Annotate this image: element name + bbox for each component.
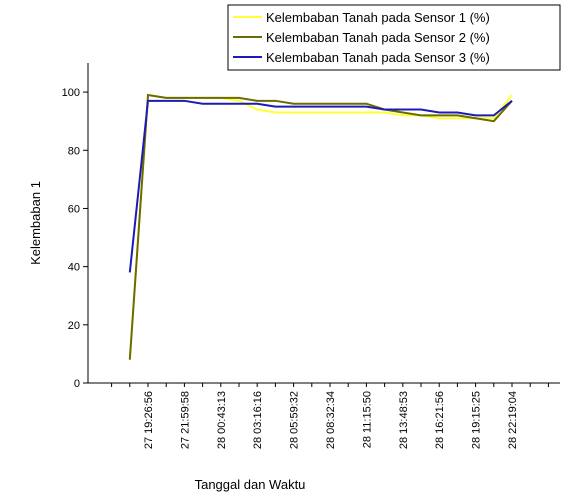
x-tick-label: 28 16:21:56 (434, 391, 446, 449)
x-tick-label: 28 19:15:25 (471, 391, 483, 449)
x-tick-label: 27 21:59:58 (179, 391, 191, 449)
y-axis-label: Kelembaban 1 (28, 181, 43, 265)
legend-box (227, 4, 561, 71)
x-tick-label: 28 08:32:34 (325, 391, 337, 449)
x-tick-label: 28 00:43:13 (216, 391, 228, 449)
series-line (128, 99, 513, 273)
y-tick-label: 100 (62, 87, 80, 99)
y-tick-label: 80 (68, 145, 80, 157)
y-tick-label: 0 (74, 378, 80, 390)
x-tick-label: 28 13:48:53 (398, 391, 410, 449)
series-line (128, 93, 513, 360)
series-line (128, 93, 513, 360)
x-tick-label: 28 11:15:50 (361, 391, 373, 448)
x-tick-label: 27 19:26:56 (143, 391, 155, 449)
legend-label: Kelembaban Tanah pada Sensor 1 (%) (266, 10, 490, 25)
x-tick-label: 28 22:19:04 (507, 391, 519, 449)
legend-label: Kelembaban Tanah pada Sensor 2 (%) (266, 30, 490, 45)
y-tick-label: 60 (68, 203, 80, 215)
x-tick-label: 28 03:16:16 (252, 391, 264, 449)
x-tick-label: 28 05:59:32 (289, 391, 301, 449)
x-axis-label: Tanggal dan Waktu (195, 477, 306, 492)
legend-label: Kelembaban Tanah pada Sensor 3 (%) (266, 50, 490, 65)
y-tick-label: 20 (68, 320, 80, 332)
y-tick-label: 40 (68, 262, 80, 274)
